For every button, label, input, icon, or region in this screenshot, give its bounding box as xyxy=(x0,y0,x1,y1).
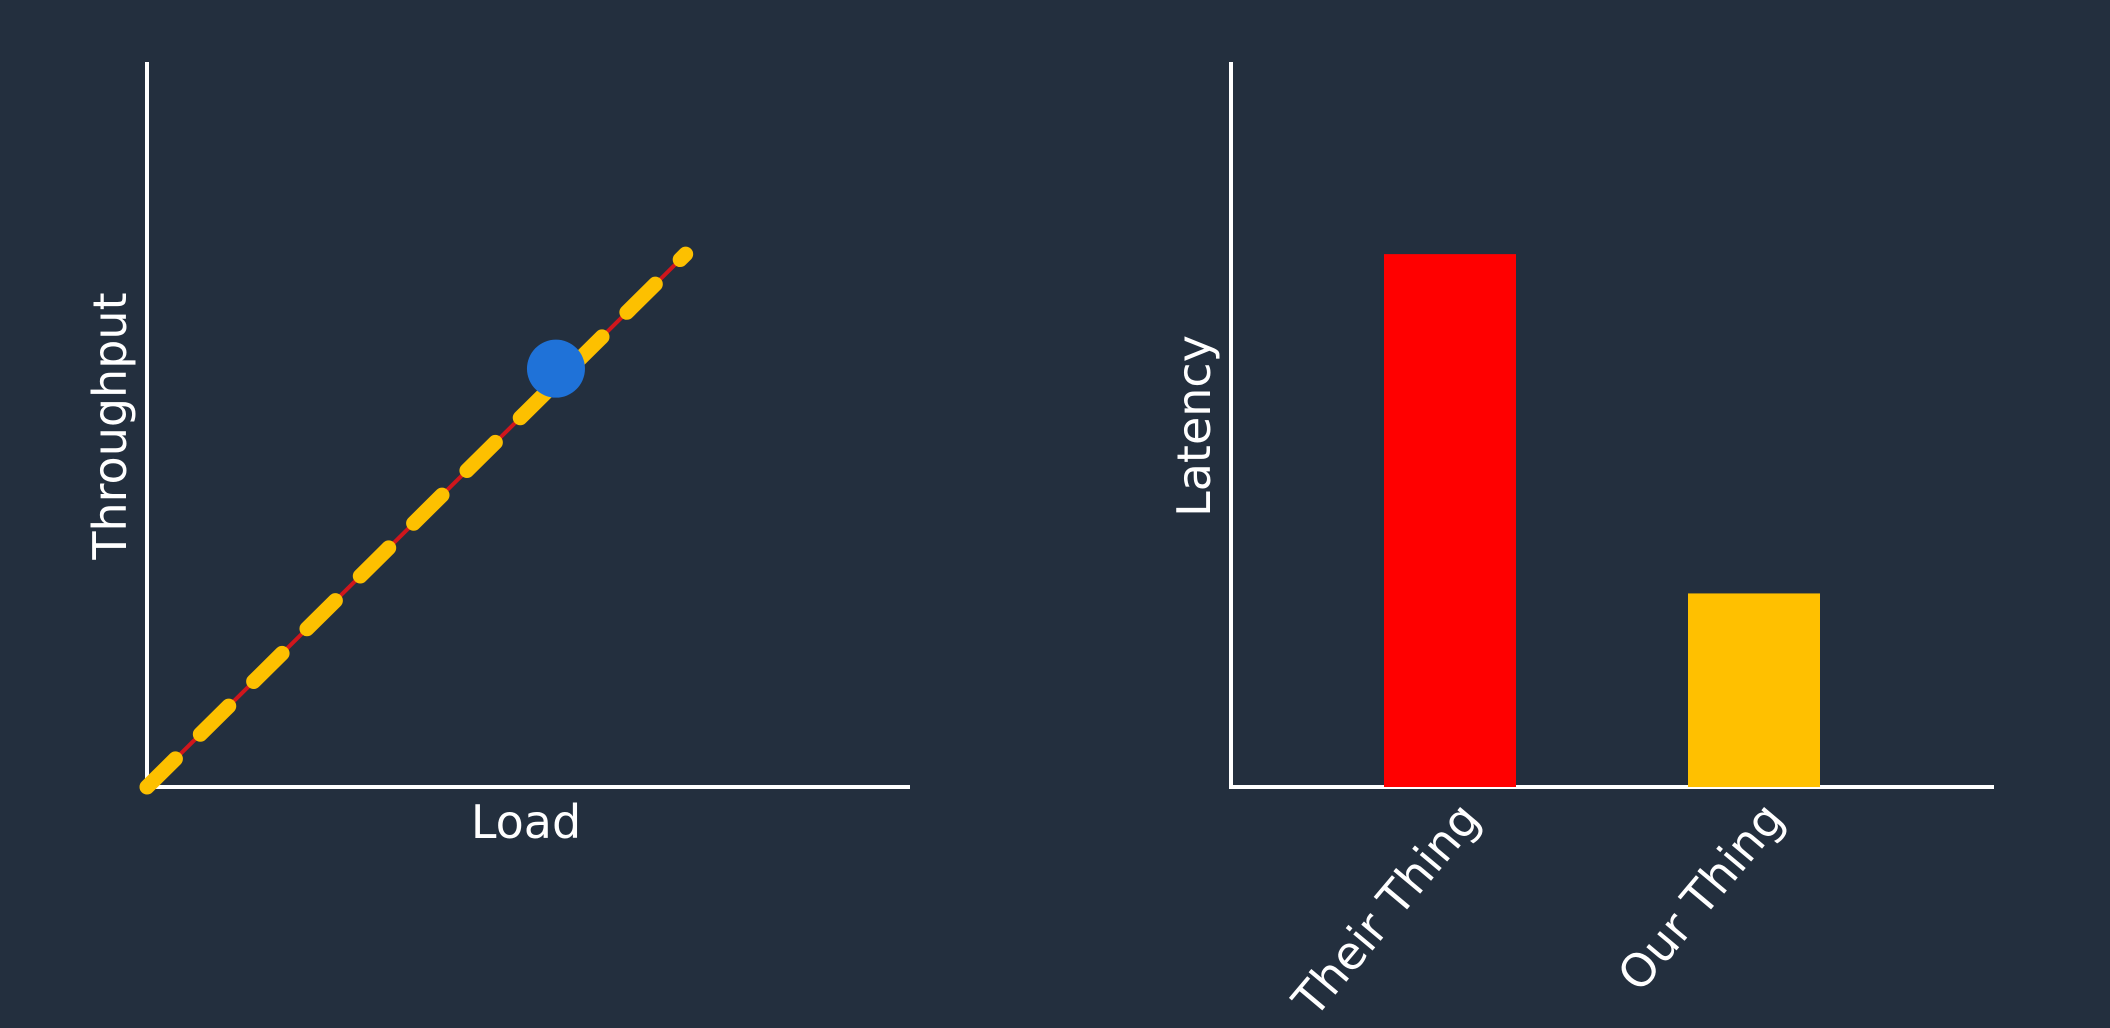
line-chart-y-label: Throughput xyxy=(83,292,137,560)
bar-our-thing xyxy=(1688,593,1820,787)
bar-their-thing xyxy=(1384,254,1516,787)
bar-tick-label: Their Thing xyxy=(1281,792,1490,1027)
bar-chart-y-label: Latency xyxy=(1167,335,1221,517)
throughput-line-dashes xyxy=(139,246,694,795)
line-series-group xyxy=(139,246,694,795)
line-chart-x-label: Load xyxy=(471,795,581,849)
bar-tick-label: Our Thing xyxy=(1607,792,1794,1001)
operating-point-marker xyxy=(526,339,585,398)
throughput-load-chart: Load Throughput xyxy=(83,62,910,849)
latency-bar-chart: Their Thing Our Thing Latency xyxy=(1167,62,1994,1027)
bar-series-group: Their Thing Our Thing xyxy=(1281,254,1820,1027)
